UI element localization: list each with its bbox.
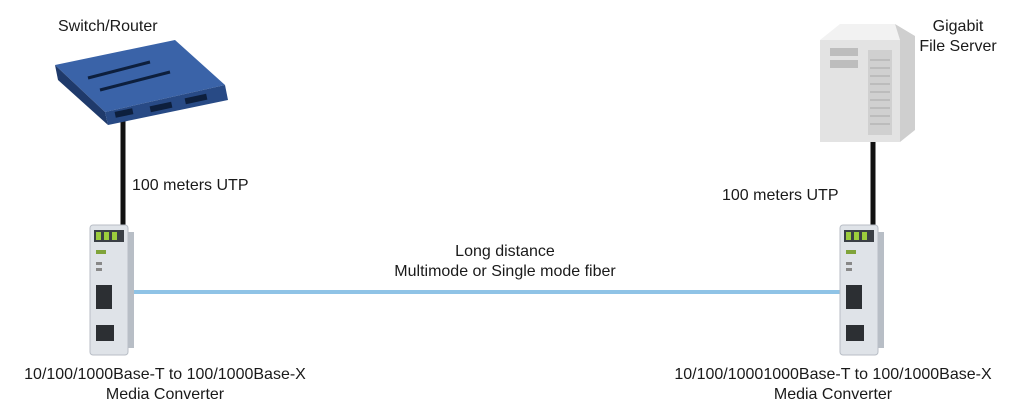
right-media-converter-icon	[839, 224, 884, 356]
fiber-label: Long distance Multimode or Single mode f…	[340, 242, 670, 282]
left-converter-label: 10/100/1000Base-T to 100/1000Base-X Medi…	[0, 365, 330, 405]
fiber-label-line1: Long distance	[455, 243, 555, 260]
tower-server-icon	[820, 24, 915, 142]
right-utp-label: 100 meters UTP	[722, 187, 839, 204]
left-utp-label: 100 meters UTP	[132, 177, 249, 194]
file-server-label-line1: Gigabit	[932, 18, 984, 35]
left-media-converter-icon	[89, 224, 134, 356]
right-converter-label: 10/100/10001000Base-T to 100/1000Base-X …	[658, 365, 1008, 405]
file-server-label: Gigabit File Server	[908, 17, 1008, 57]
left-converter-label-line2: Media Converter	[105, 386, 225, 403]
fiber-label-line2: Multimode or Single mode fiber	[394, 263, 616, 280]
left-converter-label-line1: 10/100/1000Base-T to 100/1000Base-X	[24, 366, 306, 383]
switch-router-label: Switch/Router	[58, 18, 158, 35]
right-converter-label-line2: Media Converter	[773, 386, 893, 403]
right-converter-label-line1: 10/100/10001000Base-T to 100/1000Base-X	[674, 366, 992, 383]
file-server-label-line2: File Server	[919, 38, 997, 55]
network-switch-icon	[55, 40, 228, 125]
